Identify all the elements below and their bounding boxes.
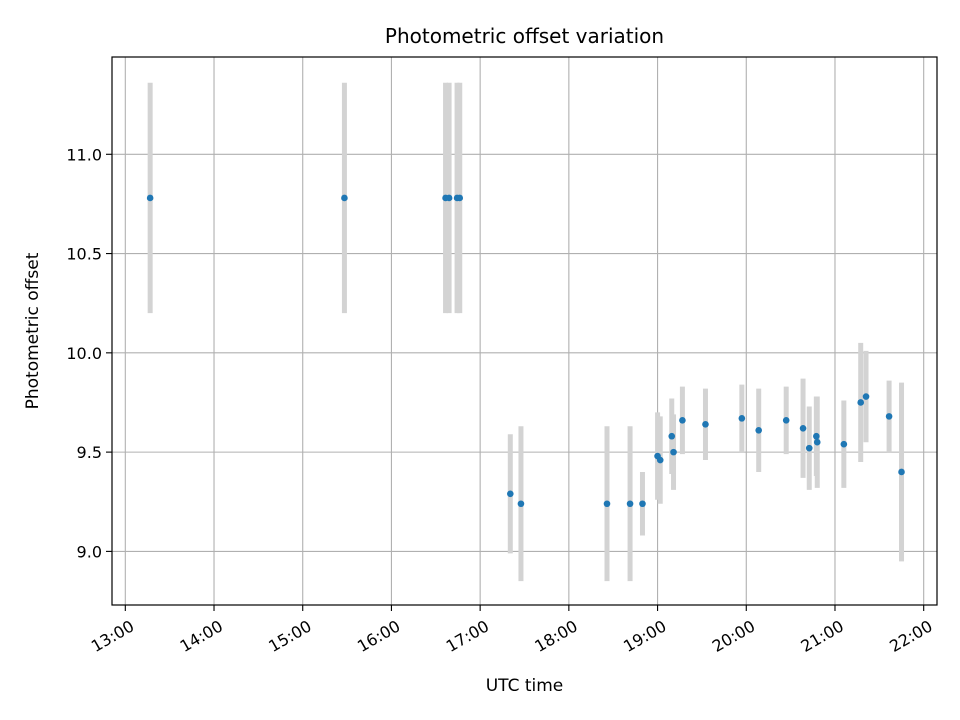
data-point (668, 432, 676, 440)
data-point (445, 194, 453, 202)
y-tick-label: 9.0 (77, 542, 102, 561)
grid-layer (112, 57, 937, 605)
data-point (679, 417, 686, 424)
data-point (813, 432, 820, 440)
marker-layer (146, 194, 905, 508)
data-point (517, 500, 525, 508)
data-point (857, 399, 865, 406)
data-point (507, 490, 514, 498)
y-axis-ticks: 9.0 9.5 10.0 10.5 11.0 (66, 145, 112, 561)
data-point (813, 438, 821, 446)
data-point (146, 194, 154, 202)
data-point (805, 444, 813, 452)
data-point (656, 456, 664, 464)
y-tick-label: 9.5 (77, 443, 102, 462)
data-point (885, 413, 893, 420)
y-axis-label: Photometric offset (23, 252, 43, 409)
y-tick-label: 10.0 (66, 344, 102, 363)
data-point (603, 500, 611, 508)
data-point (862, 393, 870, 400)
data-point (782, 417, 790, 424)
data-point (626, 500, 634, 508)
data-point (755, 426, 762, 434)
data-point (341, 194, 348, 202)
plot-frame (111, 56, 938, 606)
data-point (799, 424, 807, 432)
data-point (702, 421, 709, 428)
data-point (840, 440, 848, 448)
data-point (898, 468, 905, 476)
y-tick-label: 10.5 (66, 245, 102, 264)
x-axis-label: UTC time (486, 676, 564, 696)
data-point (738, 415, 746, 422)
data-point (639, 500, 646, 508)
y-tick-label: 11.0 (66, 145, 102, 164)
data-point (456, 194, 464, 202)
chart-title: Photometric offset variation (385, 24, 664, 48)
data-point (670, 448, 677, 456)
